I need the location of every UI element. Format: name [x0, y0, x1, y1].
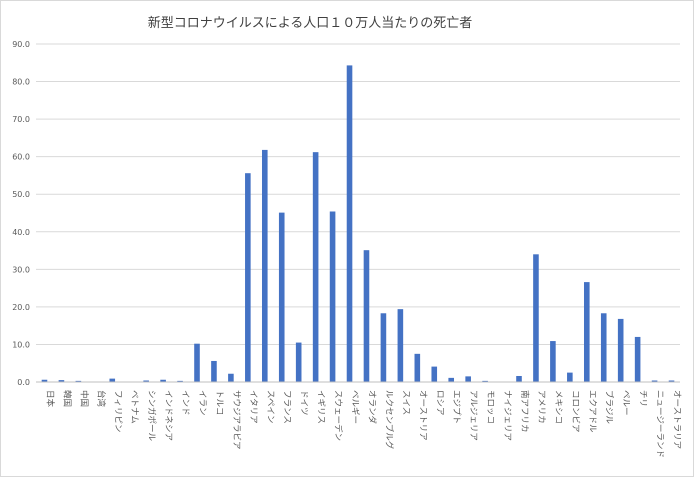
x-category-label: アメリカ	[536, 390, 546, 424]
bar	[261, 149, 268, 382]
bar	[278, 212, 285, 382]
bar	[600, 313, 607, 382]
x-category-label: オランダ	[366, 390, 377, 425]
bar	[533, 254, 539, 382]
x-category-label: ベルギー	[350, 390, 360, 424]
x-category-label: エクアドル	[587, 390, 597, 433]
bar	[245, 173, 251, 382]
bar	[75, 380, 82, 382]
bar	[228, 373, 234, 382]
x-category-label: トルコ	[214, 390, 224, 415]
x-category-label: ナイジェリア	[502, 390, 512, 441]
y-tick-label: 0.0	[17, 378, 30, 387]
y-tick-label: 10.0	[12, 340, 30, 349]
x-category-label: スイス	[400, 390, 410, 415]
gridlines	[36, 43, 680, 345]
bar	[668, 380, 675, 382]
x-category-label: シンガポール	[146, 390, 157, 442]
x-category-label: 台湾	[95, 390, 106, 408]
x-category-label: ドイツ	[299, 390, 309, 416]
bar	[651, 380, 658, 382]
bar	[143, 380, 149, 382]
x-category-label: オーストラリア	[672, 390, 682, 449]
bar	[414, 353, 421, 382]
x-category-label: ロシア	[434, 390, 444, 416]
x-category-label: スウェーデン	[333, 390, 344, 441]
x-category-label: チリ	[638, 390, 648, 407]
x-category-label: 中国	[78, 390, 89, 407]
x-category-label: モロッコ	[485, 390, 495, 424]
x-category-label: ニュージーランド	[655, 390, 665, 458]
bar	[329, 211, 336, 382]
bar	[211, 360, 217, 382]
bar	[160, 379, 166, 382]
x-category-label: インド	[180, 390, 190, 416]
bar	[58, 380, 65, 382]
bar	[617, 318, 624, 382]
bar	[465, 376, 471, 382]
bar	[295, 342, 302, 382]
bar	[41, 379, 48, 382]
x-category-label: イギリス	[316, 390, 326, 424]
bar	[634, 336, 641, 382]
y-tick-label: 60.0	[12, 153, 30, 162]
bar	[431, 366, 438, 382]
x-category-label: イタリア	[248, 390, 258, 424]
x-category-label: コロンビア	[570, 390, 580, 433]
x-category-label: アルジェリア	[468, 390, 478, 441]
x-category-label: スペイン	[265, 390, 275, 423]
y-tick-label: 20.0	[12, 303, 30, 312]
y-tick-label: 30.0	[12, 265, 30, 274]
bars	[41, 65, 675, 382]
chart-title: 新型コロナウイルスによる人口１０万人当たりの死亡者	[147, 16, 473, 31]
x-category-label: エジプト	[451, 390, 461, 424]
x-category-label: フィリピン	[112, 390, 122, 432]
bar	[109, 378, 116, 382]
x-category-label: ブラジル	[604, 390, 615, 424]
bar	[516, 375, 522, 382]
x-category-label: メキシコ	[553, 390, 563, 424]
x-category-label: オーストリア	[417, 390, 427, 441]
y-tick-label: 90.0	[12, 40, 30, 49]
bar	[567, 372, 573, 382]
bar	[397, 309, 404, 382]
bar	[194, 343, 200, 382]
x-category-label: ルクセンブルグ	[383, 390, 394, 450]
x-category-label: イラン	[197, 390, 207, 416]
bar	[363, 250, 370, 382]
y-tick-label: 80.0	[12, 78, 30, 87]
x-category-label: フランス	[282, 390, 292, 424]
y-axis-tick-labels: 0.0 10.0 20.0 30.0 40.0 50.0 60.0 70.0 80.0 90.0	[12, 40, 30, 387]
bar	[550, 341, 556, 382]
bar	[346, 65, 353, 382]
bar	[312, 152, 319, 382]
y-tick-label: 70.0	[12, 115, 30, 124]
x-category-label: 南アフリカ	[519, 390, 530, 433]
bar	[583, 282, 590, 382]
bar	[448, 377, 455, 382]
x-axis-category-labels: 日本 韓国 中国 台湾 フィリピン ベトナム シンガポール インドネシア インド イラン トルコ サウ…	[44, 390, 681, 458]
x-category-label: ベトナム	[129, 390, 139, 424]
x-category-label: ペルー	[621, 390, 631, 416]
bar	[177, 380, 183, 382]
y-tick-label: 50.0	[12, 190, 30, 199]
bar	[482, 380, 488, 382]
x-category-label: 韓国	[61, 390, 72, 407]
x-category-label: サウジアラビア	[231, 390, 241, 450]
x-category-label: インドネシア	[163, 390, 173, 441]
y-tick-label: 40.0	[12, 228, 30, 237]
bar	[380, 313, 387, 382]
x-category-label: 日本	[44, 390, 55, 408]
